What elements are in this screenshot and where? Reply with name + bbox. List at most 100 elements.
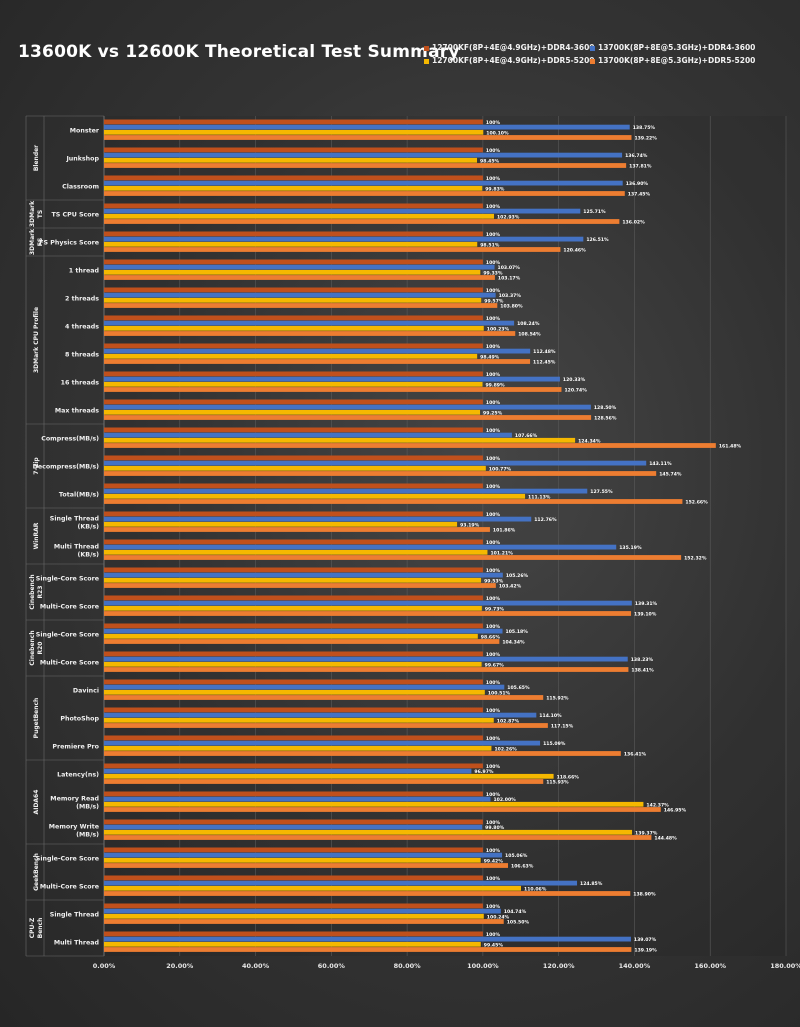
data-label: 99.45%	[484, 942, 504, 948]
bar	[104, 343, 483, 349]
data-label: 152.66%	[685, 500, 708, 506]
data-label: 100%	[486, 512, 501, 518]
bar	[104, 779, 544, 784]
group-label: TS	[37, 210, 44, 218]
category-label: Memory Read	[50, 796, 99, 803]
bar	[104, 572, 503, 578]
group-label: R20	[37, 642, 44, 655]
data-label: 135.19%	[619, 545, 642, 551]
category-label: Classroom	[62, 184, 99, 191]
legend-label: 12700KF(8P+4E@4.9GHz)+DDR5-5200	[432, 56, 595, 65]
bar	[104, 639, 500, 644]
bar	[104, 931, 483, 937]
bar	[104, 885, 522, 891]
data-label: 146.95%	[664, 808, 687, 814]
bar	[104, 723, 548, 728]
x-tick-label: 100.00%	[467, 962, 499, 970]
bar	[104, 135, 632, 140]
bar	[104, 325, 484, 331]
bar	[104, 633, 478, 639]
data-label: 145.74%	[659, 472, 682, 478]
data-label: 139.19%	[634, 948, 657, 954]
data-label: 139.31%	[635, 601, 658, 607]
bar	[104, 264, 495, 270]
data-label: 100%	[486, 848, 501, 854]
group-label: 3DMark CPU Profile	[33, 307, 40, 373]
data-label: 98.49%	[480, 354, 500, 360]
category-label: PhotoShop	[60, 716, 99, 723]
data-label: 103.07%	[498, 265, 521, 271]
bar	[104, 521, 458, 527]
bar	[104, 852, 503, 858]
category-label: Premiere Pro	[52, 744, 99, 751]
category-label: 2 threads	[65, 296, 99, 303]
data-label: 100%	[486, 792, 501, 798]
bar	[104, 908, 501, 914]
data-label: 144.48%	[654, 836, 677, 842]
bar	[104, 740, 541, 746]
bar	[104, 483, 483, 489]
group-label: AIDA64	[33, 790, 40, 815]
bar	[104, 891, 631, 896]
chart-title: 13600K vs 12600K Theoretical Test Summar…	[18, 42, 460, 62]
data-label: 102.87%	[497, 718, 520, 724]
bar	[104, 409, 481, 415]
data-label: 100%	[486, 764, 501, 770]
bar	[104, 791, 483, 797]
group-label: Blender	[33, 145, 40, 171]
data-label: 108.54%	[518, 332, 541, 338]
data-label: 101.86%	[493, 528, 516, 534]
bar	[104, 611, 632, 616]
category-label: Compress(MB/s)	[41, 436, 99, 443]
bar	[104, 555, 682, 560]
bar	[104, 875, 483, 881]
category-label: 8 threads	[65, 352, 99, 359]
data-label: 99.89%	[485, 382, 505, 388]
data-label: 100%	[486, 708, 501, 714]
bar	[104, 903, 483, 909]
bar	[104, 679, 483, 685]
data-label: 100%	[486, 288, 501, 294]
data-label: 100%	[486, 820, 501, 826]
data-label: 124.85%	[580, 881, 603, 887]
data-label: 118.66%	[557, 774, 580, 780]
data-label: 104.34%	[502, 640, 525, 646]
data-label: 143.11%	[649, 461, 672, 467]
category-label: (KB/s)	[78, 552, 100, 559]
data-label: 106.63%	[511, 864, 534, 870]
bar	[104, 695, 544, 700]
data-label: 139.07%	[634, 937, 657, 943]
category-label: Multi-Core Score	[40, 660, 99, 667]
category-label: Latency(ns)	[57, 772, 99, 779]
bar	[104, 415, 592, 420]
data-label: 100%	[486, 372, 501, 378]
data-label: 127.55%	[590, 489, 613, 495]
data-label: 139.10%	[634, 612, 657, 618]
bar	[104, 455, 483, 461]
group-label: 3DMark	[29, 200, 36, 227]
data-label: 139.37%	[635, 830, 658, 836]
data-label: 124.34%	[578, 438, 601, 444]
category-label: Total(MB/s)	[59, 492, 99, 499]
data-label: 99.57%	[484, 298, 504, 304]
bar	[104, 320, 515, 326]
category-label: 16 threads	[61, 380, 100, 387]
bar	[104, 269, 481, 275]
bar	[104, 471, 657, 476]
data-label: 105.65%	[507, 685, 530, 691]
legend-item-0: 12700KF(8P+4E@4.9GHz)+DDR4-3600	[424, 43, 595, 52]
data-label: 111.13%	[528, 494, 551, 500]
data-label: 99.42%	[484, 858, 504, 864]
bar	[104, 801, 644, 807]
bar	[104, 180, 623, 186]
group-label: WinRAR	[33, 522, 40, 549]
group-label: 7-Zip	[33, 457, 40, 475]
data-label: 100%	[486, 344, 501, 350]
data-label: 128.50%	[594, 405, 617, 411]
legend-label: 13700K(8P+8E@5.3GHz)+DDR5-5200	[598, 56, 756, 65]
bar	[104, 527, 490, 532]
group-label: CPU-Z	[29, 917, 36, 938]
data-label: 103.17%	[498, 276, 521, 282]
data-label: 100%	[486, 176, 501, 182]
